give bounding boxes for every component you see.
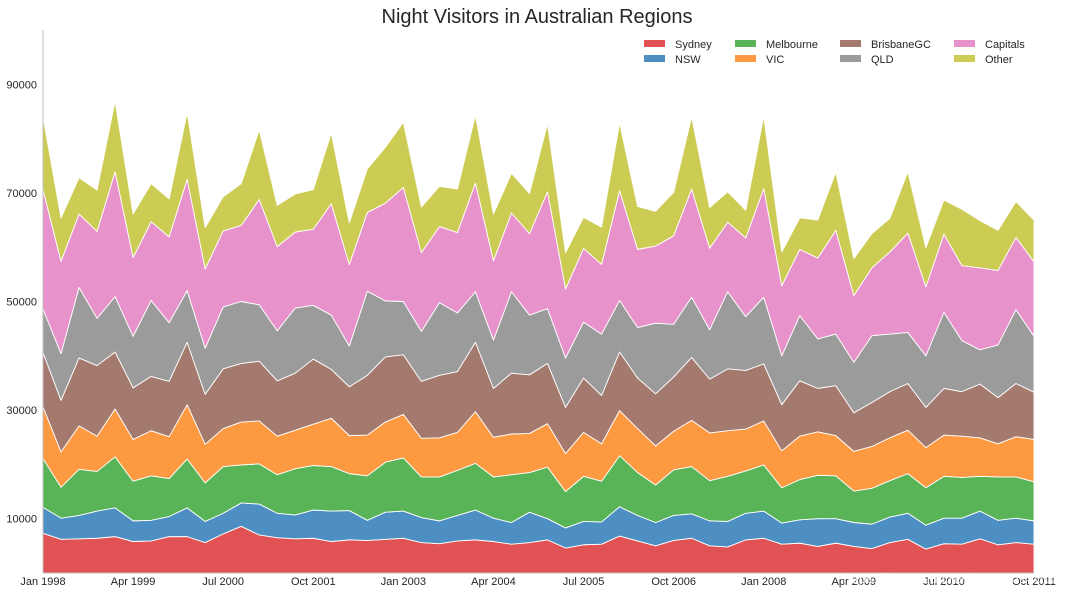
- legend-swatch: [840, 55, 861, 62]
- legend-swatch: [735, 40, 756, 47]
- area-other: [42, 100, 1035, 296]
- legend-label: QLD: [871, 54, 894, 66]
- legend-swatch: [644, 40, 665, 47]
- x-tick-label: Apr 1999: [111, 576, 156, 588]
- legend-swatch: [840, 40, 861, 47]
- y-tick-label: 10000: [6, 514, 37, 526]
- legend-label: VIC: [766, 54, 784, 66]
- y-tick-label: 50000: [6, 297, 37, 309]
- x-tick-label: Jan 1998: [20, 576, 65, 588]
- legend-label: NSW: [675, 54, 701, 66]
- legend-swatch: [954, 40, 975, 47]
- legend-swatch: [644, 55, 665, 62]
- x-tick-label: Jan 2003: [381, 576, 426, 588]
- y-tick-label: 90000: [6, 79, 37, 91]
- axes: 10000 30000 50000 70000 90000 Jan 1998 Apr 199…: [6, 30, 1056, 588]
- x-tick-label: Oct 2001: [291, 576, 336, 588]
- legend-item-qld: QLD: [840, 54, 894, 66]
- legend-item-sydney: Sydney: [644, 39, 712, 51]
- x-tick-label: Apr 2009: [831, 576, 876, 588]
- legend-swatch: [954, 55, 975, 62]
- legend-swatch: [735, 55, 756, 62]
- y-tick-label: 70000: [6, 188, 37, 200]
- legend-label: Melbourne: [766, 39, 818, 51]
- y-tick-label: 30000: [6, 405, 37, 417]
- legend-item-brisbanegc: BrisbaneGC: [840, 39, 931, 51]
- x-tick-label: Jul 2005: [563, 576, 605, 588]
- x-tick-label: Jan 2008: [741, 576, 786, 588]
- legend-item-vic: VIC: [735, 54, 784, 66]
- x-tick-label: Oct 2011: [1012, 576, 1056, 588]
- chart-title: Night Visitors in Australian Regions: [382, 6, 693, 28]
- x-tick-label: Oct 2006: [651, 576, 696, 588]
- x-tick-label: Apr 2004: [471, 576, 516, 588]
- legend-label: Capitals: [985, 39, 1025, 51]
- legend-item-melbourne: Melbourne: [735, 39, 818, 51]
- legend-label: BrisbaneGC: [871, 39, 931, 51]
- legend-item-capitals: Capitals: [954, 39, 1025, 51]
- legend-label: Sydney: [675, 39, 712, 51]
- x-tick-label: Jul 2000: [202, 576, 244, 588]
- x-tick-label: Jul 2010: [923, 576, 965, 588]
- watermark-text: https://blog.csdn.net/qq_30614016: [843, 570, 1058, 586]
- legend-item-other: Other: [954, 54, 1013, 66]
- legend-item-nsw: NSW: [644, 54, 701, 66]
- legend: Sydney NSW Melbourne VIC BrisbaneGC QLD Capita…: [644, 39, 1025, 66]
- legend-label: Other: [985, 54, 1013, 66]
- area-layers: [42, 100, 1035, 574]
